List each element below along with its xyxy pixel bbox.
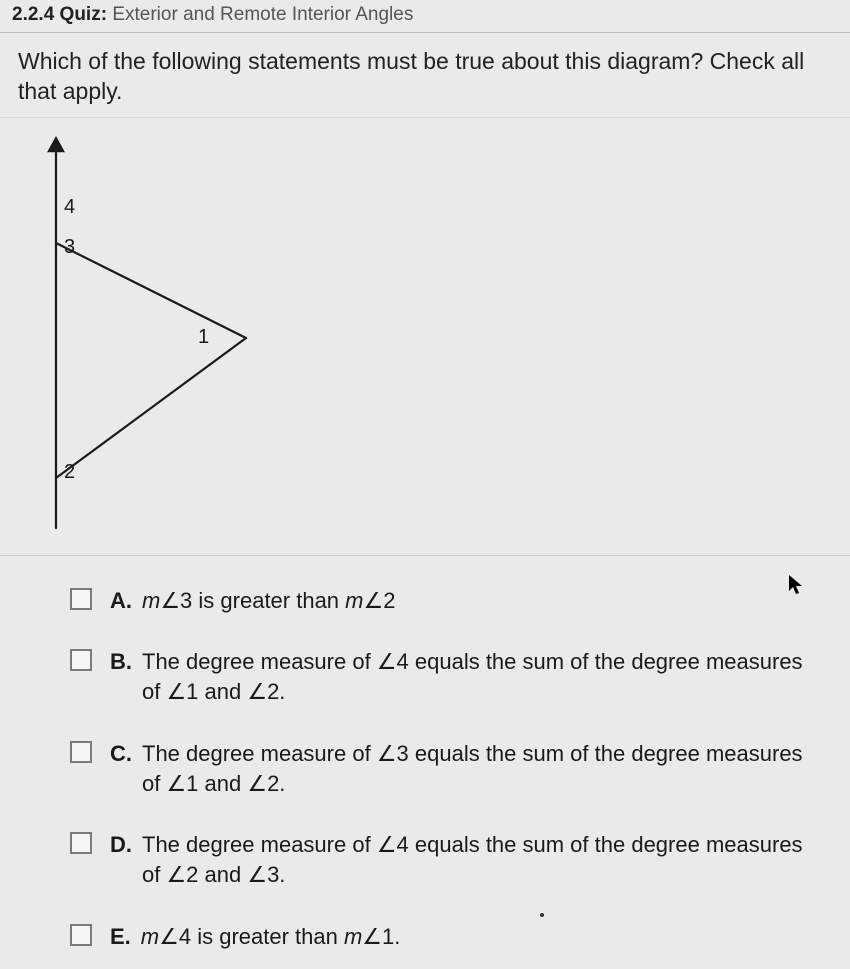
choice-row: D. The degree measure of ∠4 equals the su… (70, 830, 810, 889)
quiz-header: 2.2.4 Quiz: Exterior and Remote Interior… (0, 0, 850, 33)
choice-checkbox[interactable] (70, 924, 92, 946)
choice-letter: C. (110, 739, 132, 769)
diagram-area: 1 2 3 4 (0, 118, 850, 556)
answer-choices: A. m∠3 is greater than m∠2 B. The degree me… (0, 556, 850, 952)
cursor-icon (788, 574, 806, 602)
choice-checkbox[interactable] (70, 832, 92, 854)
stray-dot (540, 913, 544, 917)
choice-letter: D. (110, 830, 132, 860)
svg-text:1: 1 (198, 326, 209, 348)
choice-letter: B. (110, 647, 132, 677)
choice-row: E. m∠4 is greater than m∠1. (70, 922, 810, 952)
choice-checkbox[interactable] (70, 649, 92, 671)
choice-row: B. The degree measure of ∠4 equals the su… (70, 647, 810, 706)
svg-text:2: 2 (64, 461, 75, 483)
choice-letter: A. (110, 586, 132, 616)
svg-text:4: 4 (64, 196, 75, 218)
quiz-label: Quiz: (60, 4, 108, 25)
quiz-number: 2.2.4 (12, 4, 54, 25)
svg-text:3: 3 (64, 236, 75, 258)
choice-checkbox[interactable] (70, 741, 92, 763)
choice-text: The degree measure of ∠4 equals the sum … (142, 647, 810, 706)
choice-checkbox[interactable] (70, 588, 92, 610)
question-prompt: Which of the following statements must b… (0, 33, 850, 118)
choice-text: m∠4 is greater than m∠1. (141, 922, 810, 952)
choice-text: The degree measure of ∠4 equals the sum … (142, 830, 810, 889)
choice-letter: E. (110, 922, 131, 952)
triangle-diagram: 1 2 3 4 (28, 128, 268, 548)
choice-text: The degree measure of ∠3 equals the sum … (142, 739, 810, 798)
choice-row: A. m∠3 is greater than m∠2 (70, 586, 810, 616)
choice-row: C. The degree measure of ∠3 equals the su… (70, 739, 810, 798)
choice-text: m∠3 is greater than m∠2 (142, 586, 810, 616)
quiz-topic: Exterior and Remote Interior Angles (112, 4, 413, 25)
